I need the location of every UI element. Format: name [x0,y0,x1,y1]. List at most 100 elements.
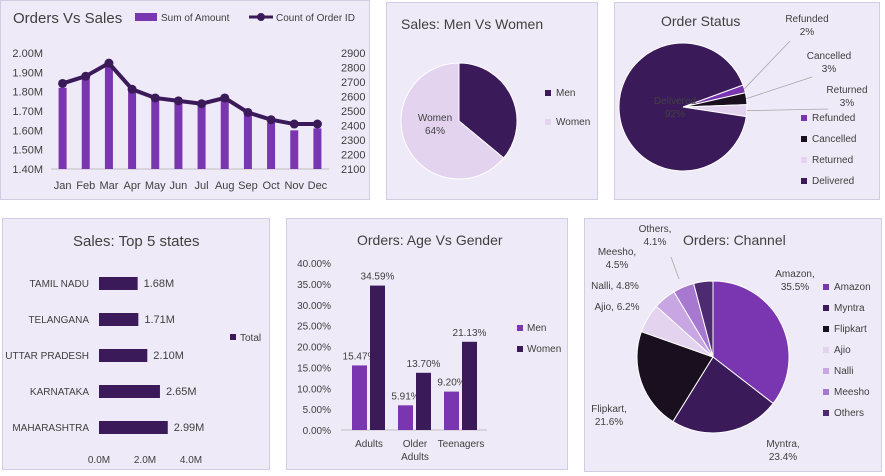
legend-label: Men [527,323,546,334]
x-tick-label: Oct [263,180,280,192]
legend-label: Myntra [834,303,865,314]
legend-swatch [545,90,551,96]
top-5-states-panel: Sales: Top 5 states TAMIL NADU 1.68M TELAN… [2,218,270,470]
y-tick-label: 25.00% [297,322,331,333]
bar-women [370,285,385,430]
y-right-tick: 2900 [341,48,365,60]
legend-label: Others [834,408,864,419]
data-label: 13.70% [407,359,441,370]
x-tick-label: 0.0M [88,455,110,466]
bar-amount [267,122,276,169]
legend-swatch [823,389,829,395]
chart-title: Order Status [661,13,740,29]
legend-label: Amazon [834,282,871,293]
pie-slice-others [693,280,714,358]
legend-label-count: Count of Order ID [276,13,355,24]
legend-swatch [230,334,236,340]
y-left-tick: 1.50M [12,145,43,157]
state-label: UTTAR PRADESH [5,351,89,362]
point-order-count [289,119,299,129]
legend-swatch-dot [257,13,265,21]
leader-line [744,40,791,90]
y-tick-label: 0.00% [303,426,331,437]
slice-label: Myntra, 23.4% [766,439,799,463]
slice-label: Ajio, 6.2% [594,302,639,313]
leader-line [746,108,829,112]
point-order-count [266,115,276,125]
state-label: MAHARASHTRA [12,423,89,434]
legend-swatch [823,326,829,332]
data-label: 15.47% [343,351,377,362]
orders-vs-sales-panel: Orders Vs Sales Sum of Amount Count of O… [0,0,370,200]
y-tick-label: 40.00% [297,259,331,270]
data-label: 5.91% [391,391,419,402]
legend-swatch [823,410,829,416]
slice-label: Cancelled 3% [807,51,851,75]
legend-label: Women [556,117,590,128]
state-label: KARNATAKA [30,387,89,398]
y-right-tick: 2200 [341,150,365,162]
bar-amount [174,99,183,169]
legend-swatch [517,346,523,352]
y-tick-label: 10.00% [297,384,331,395]
data-label: 1.68M [144,278,175,290]
bar-men [352,365,367,430]
legend-swatch [545,119,551,125]
legend-swatch [801,157,807,163]
point-order-count [150,93,160,103]
slice-label: Refunded 2% [785,14,828,38]
x-tick-label: Nov [284,180,304,192]
x-tick-label: Older Adults [401,439,429,463]
legend-swatch [801,136,807,142]
bar-state [99,421,168,434]
data-label: 2.10M [153,350,184,362]
y-tick-label: 30.00% [297,301,331,312]
slice-label: Others, 4.1% [639,224,672,248]
y-right-tick: 2300 [341,135,365,147]
x-tick-label: Sep [238,180,258,192]
bar-men [444,391,459,430]
legend-swatch-bar [135,13,157,21]
y-left-tick: 1.80M [12,87,43,99]
bar-men [398,405,413,430]
sales-men-women-chart: Sales: Men Vs Women Women 64% Men Women [400,16,590,180]
slice-label: Returned 3% [826,85,867,109]
bar-women [416,372,431,430]
y-left-tick: 1.40M [12,164,43,176]
chart-title: Sales: Top 5 states [73,233,199,250]
bar-state [99,277,138,290]
x-tick-label: Jul [195,180,209,192]
point-order-count [127,84,137,94]
y-right-tick: 2400 [341,121,365,133]
pie-slice-myntra [672,356,774,434]
slice-label: Meesho, 4.5% [598,247,636,271]
legend-label: Returned [812,155,853,166]
top-5-states-chart: Sales: Top 5 states TAMIL NADU 1.68M TELAN… [5,233,261,466]
slice-label: Delivered 92% [654,96,696,120]
state-label: TELANGANA [28,315,89,326]
legend-label: Delivered [812,176,854,187]
chart-title: Orders: Age Vs Gender [357,232,503,248]
x-tick-label: Apr [124,180,141,192]
legend-label: Ajio [834,345,851,356]
point-order-count [58,78,68,88]
chart-title: Orders: Channel [683,232,786,248]
point-order-count [81,71,91,81]
bar-women [462,341,477,430]
chart-title: Orders Vs Sales [13,10,122,27]
bar-amount [104,66,113,169]
point-order-count [173,96,183,106]
legend-swatch [823,284,829,290]
legend-swatch [801,178,807,184]
legend-swatch [823,305,829,311]
y-right-tick: 2700 [341,77,365,89]
bar-amount [243,112,252,169]
legend-swatch [823,368,829,374]
legend-label: Cancelled [812,134,856,145]
y-tick-label: 5.00% [303,405,331,416]
order-status-panel: Order Status Refunded 2% Cancelled 3% Return… [614,2,880,200]
x-tick-label: Aug [215,180,235,192]
data-label: 9.20% [437,378,465,389]
chart-title: Sales: Men Vs Women [401,16,543,32]
x-tick-label: Jan [54,180,72,192]
